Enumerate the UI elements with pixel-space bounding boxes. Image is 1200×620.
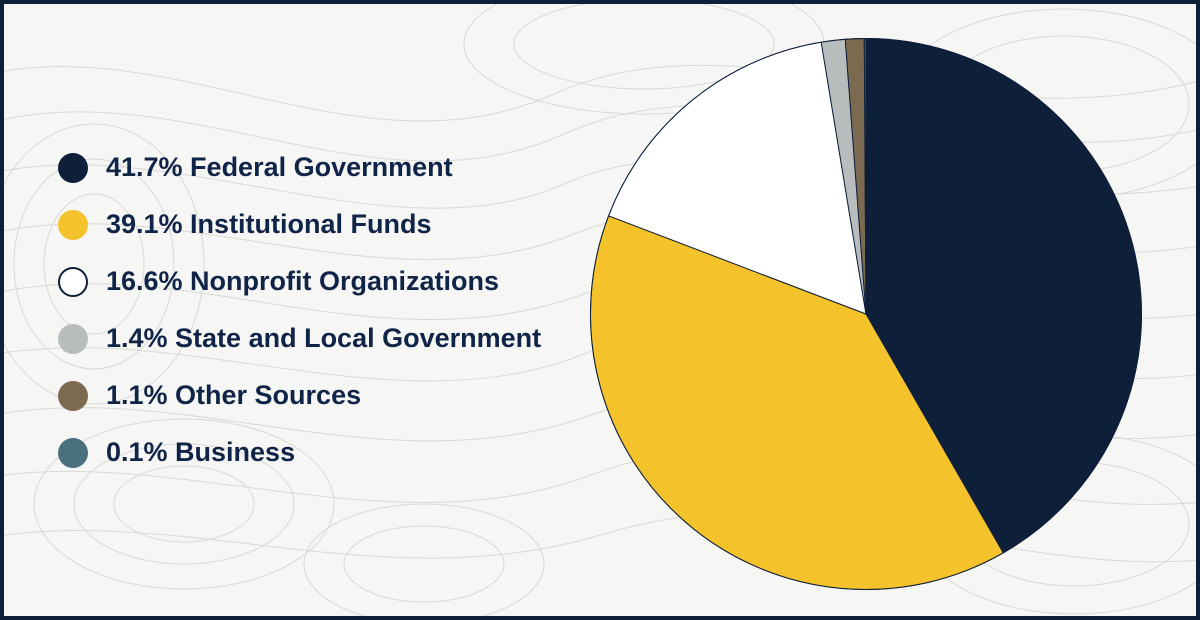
- legend-swatch: [58, 267, 88, 297]
- chart-frame: 41.7% Federal Government 39.1% Institutio…: [0, 0, 1200, 620]
- pie-chart: [576, 24, 1156, 604]
- chart-content: 41.7% Federal Government 39.1% Institutio…: [4, 4, 1196, 616]
- legend-swatch: [58, 324, 88, 354]
- legend-swatch: [58, 153, 88, 183]
- legend-swatch: [58, 381, 88, 411]
- legend-label: 1.1% Other Sources: [106, 380, 361, 411]
- legend-label: 39.1% Institutional Funds: [106, 209, 432, 240]
- legend-item: 16.6% Nonprofit Organizations: [58, 266, 541, 297]
- legend-label: 1.4% State and Local Government: [106, 323, 541, 354]
- legend-item: 39.1% Institutional Funds: [58, 209, 541, 240]
- legend-swatch: [58, 438, 88, 468]
- legend-label: 16.6% Nonprofit Organizations: [106, 266, 499, 297]
- legend-item: 41.7% Federal Government: [58, 152, 541, 183]
- legend-item: 1.1% Other Sources: [58, 380, 541, 411]
- legend: 41.7% Federal Government 39.1% Institutio…: [58, 152, 541, 468]
- legend-label: 0.1% Business: [106, 437, 295, 468]
- legend-item: 0.1% Business: [58, 437, 541, 468]
- legend-label: 41.7% Federal Government: [106, 152, 453, 183]
- legend-swatch: [58, 210, 88, 240]
- legend-item: 1.4% State and Local Government: [58, 323, 541, 354]
